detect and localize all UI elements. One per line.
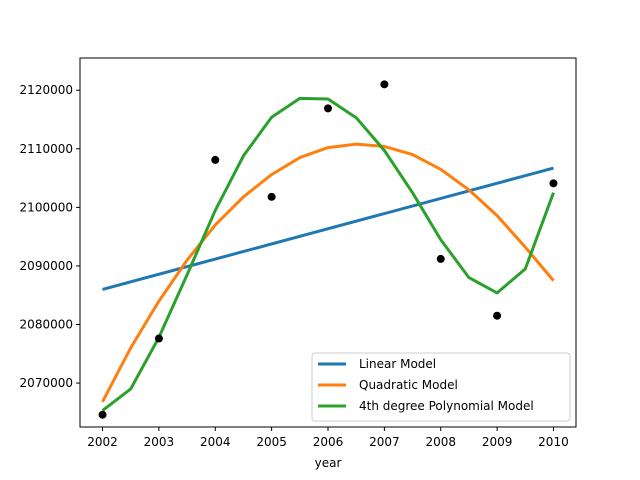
data-point [98,410,107,419]
y-tick-label: 2100000 [20,200,73,214]
series-line-1 [102,166,554,291]
x-axis-label: year [315,456,342,470]
data-point [154,334,163,343]
y-tick-label: 2080000 [20,318,73,332]
legend: Linear Model Quadratic Model 4th degree Po… [311,352,571,422]
data-point [549,179,558,188]
legend-label: 4th degree Polynomial Model [359,399,534,413]
x-axis: 2002 2003 2004 2005 2006 2007 2008 2009 2010 [87,427,569,449]
legend-label: Linear Model [359,357,436,371]
model-lines [101,96,555,412]
data-point [267,192,276,201]
data-point [380,80,389,89]
x-tick-label: 2002 [87,435,118,449]
legend-label: Quadratic Model [359,378,458,392]
series-line-2 [101,142,555,403]
y-tick-label: 2090000 [20,259,73,273]
x-tick-label: 2009 [482,435,513,449]
data-points [98,80,558,419]
y-tick-label: 2070000 [20,376,73,390]
x-tick-label: 2010 [538,435,569,449]
x-tick-label: 2008 [425,435,456,449]
legend-box [311,352,571,422]
x-tick-label: 2003 [144,435,175,449]
x-tick-label: 2007 [369,435,400,449]
data-point [211,155,220,164]
x-tick-label: 2005 [256,435,287,449]
x-tick-label: 2004 [200,435,231,449]
data-point [493,311,502,320]
y-axis: 2070000 2080000 2090000 2100000 2110000 21200… [20,83,80,390]
x-tick-label: 2006 [313,435,344,449]
series-line-3 [101,96,555,412]
data-point [436,254,445,263]
y-tick-label: 2110000 [20,142,73,156]
y-tick-label: 2120000 [20,83,73,97]
data-point [324,104,332,113]
